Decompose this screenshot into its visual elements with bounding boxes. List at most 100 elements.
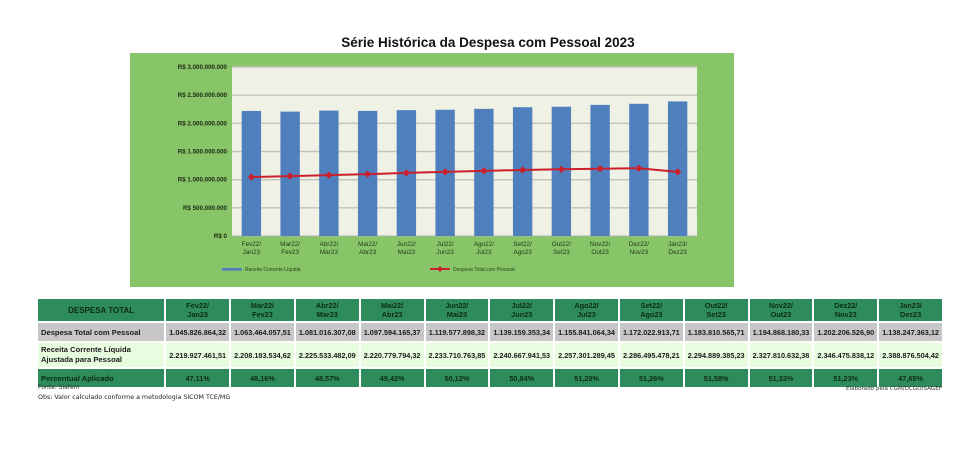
marker-despesa (402, 169, 410, 177)
column-header-line2: Dez23 (900, 310, 922, 319)
marker-despesa (325, 171, 333, 179)
row-percentual-aplicado: Percentual Aplicado 47,11% 48,16% 48,57% 49,… (38, 369, 942, 387)
column-header-line2: Out23 (770, 310, 792, 319)
observation-note: Obs: Valor calculado conforme a metodolo… (38, 394, 231, 401)
table-column-header: Mai22/Abr23 (360, 299, 424, 321)
column-header-line1: Out22/ (704, 301, 728, 310)
column-header-line2: Nov23 (834, 310, 857, 319)
column-header-line2: Jan23 (187, 310, 208, 319)
table-column-header: Out22/Set23 (684, 299, 748, 321)
y-tick-label: R$ 0 (214, 233, 228, 240)
column-header-line1: Set22/ (640, 301, 663, 310)
table-cell: 2.257.301.289,45 (555, 343, 618, 367)
legend-label-despesa: Despesa Total com Pessoal (453, 267, 515, 273)
x-tick-label-line1: Mar22/ (280, 241, 300, 248)
y-tick-label: R$ 1.000.000.000 (178, 177, 228, 184)
table-cell: 1.139.159.353,34 (490, 323, 554, 341)
marker-despesa (286, 172, 294, 180)
table-cell: 1.194.868.180,33 (749, 323, 813, 341)
y-tick-label: R$ 3.000.000.000 (178, 64, 228, 71)
table-column-header: Jul22/Jun23 (490, 299, 554, 321)
row-receita-corrente: Receita Corrente Líquida Ajustada para P… (38, 343, 942, 367)
x-tick-label-line2: Dez23 (668, 249, 687, 256)
x-tick-label-line1: Jun22/ (397, 241, 416, 248)
table-cell: 2.286.495.478,21 (619, 343, 683, 367)
x-tick-label-line1: Nov22/ (590, 241, 610, 248)
legend-swatch-receita (222, 268, 242, 271)
legend-label-receita: Receita Corrente Líquida (245, 267, 301, 273)
table-cell: 50,84% (490, 369, 554, 387)
table-cell: 2.219.927.461,51 (166, 343, 230, 367)
chart-title-text: Série Histórica da Despesa com Pessoal 2… (341, 35, 635, 50)
chart-title: Série Histórica da Despesa com Pessoal 2… (0, 35, 980, 50)
table-cell: 1.138.247.363,12 (879, 323, 942, 341)
table-cell: 47,65% (879, 369, 942, 387)
table-header-label: DESPESA TOTAL (38, 299, 165, 321)
table-cell: 1.155.841.064,34 (555, 323, 618, 341)
column-header-line1: Abr22/ (315, 301, 339, 310)
table-cell: 49,42% (360, 369, 424, 387)
marker-despesa (674, 168, 682, 176)
marker-despesa (519, 166, 527, 174)
column-header-line2: Abr23 (381, 310, 403, 319)
x-tick-label-line1: Fev22/ (242, 241, 262, 248)
y-tick-label: R$ 2.500.000.000 (178, 92, 228, 99)
table-cell: 1.097.594.165,37 (360, 323, 424, 341)
x-tick-label-line1: Mai22/ (358, 241, 377, 248)
marker-despesa (441, 168, 449, 176)
table-cell: 48,16% (231, 369, 294, 387)
x-tick-label-line2: Mar23 (320, 249, 339, 256)
y-tick-label: R$ 2.000.000.000 (178, 120, 228, 127)
table-column-header: Fev22/Jan23 (166, 299, 230, 321)
column-header-line2: Mar23 (316, 310, 338, 319)
marker-despesa (247, 173, 255, 181)
x-tick-label-line1: Jan23/ (668, 241, 687, 248)
marker-despesa (557, 165, 565, 173)
table-cell: 1.172.022.913,71 (619, 323, 683, 341)
table-column-header: Jun22/Mai23 (425, 299, 489, 321)
table-column-header: Abr22/Mar23 (295, 299, 359, 321)
marker-despesa (480, 167, 488, 175)
table-cell: 48,57% (295, 369, 359, 387)
table-cell: 51,26% (619, 369, 683, 387)
column-header-line2: Set23 (706, 310, 726, 319)
x-tick-label-line1: Ago22/ (474, 241, 494, 248)
table-header-row: DESPESA TOTAL Fev22/Jan23 Mar22/Fev23 Abr2… (38, 299, 942, 321)
table-cell: 2.294.889.385,23 (684, 343, 748, 367)
table-cell: 1.063.464.057,51 (231, 323, 294, 341)
table-cell: 51,23% (814, 369, 878, 387)
row-label: Despesa Total com Pessoal (38, 323, 165, 341)
line-despesa (251, 167, 678, 179)
table-cell: 2.346.475.838,12 (814, 343, 878, 367)
column-header-line2: Fev23 (252, 310, 273, 319)
table-column-header: Jan23/Dez23 (879, 299, 942, 321)
table-column-header: Nov22/Out23 (749, 299, 813, 321)
x-tick-label-line1: Out22/ (552, 241, 571, 248)
table-cell: 2.388.876.504,42 (879, 343, 942, 367)
column-header-line1: Mar22/ (250, 301, 275, 310)
column-header-line2: Mai23 (446, 310, 468, 319)
x-tick-label-line1: Abr22/ (319, 241, 338, 248)
table-cell: 47,11% (166, 369, 230, 387)
x-tick-label-line2: Abr23 (359, 249, 376, 256)
table-cell: 51,20% (555, 369, 618, 387)
column-header-line2: Jun23 (511, 310, 533, 319)
table-cell: 2.233.710.763,85 (425, 343, 489, 367)
table-column-header: Set22/Ago23 (619, 299, 683, 321)
x-tick-label-line1: Dez22/ (629, 241, 649, 248)
marker-despesa (364, 170, 372, 178)
table-column-header: Mar22/Fev23 (231, 299, 294, 321)
row-label: Percentual Aplicado (38, 369, 165, 387)
column-header-line1: Jun22/ (445, 301, 469, 310)
bar-line-chart: R$ 0 R$ 500.000.000 R$ 1.000.000.000 R$ 1.5… (178, 64, 697, 273)
despesa-table: DESPESA TOTAL Fev22/Jan23 Mar22/Fev23 Abr2… (36, 297, 944, 389)
bar-receita (241, 110, 262, 236)
credits-note: Elaborado pela CGM/DCGO/SAGEF (846, 386, 942, 392)
x-tick-label-line2: Jun23 (436, 249, 454, 256)
table-cell: 1.202.206.526,90 (814, 323, 878, 341)
source-note: Fonte: Siafem (38, 384, 80, 391)
column-header-line1: Jan23/ (899, 301, 922, 310)
table-column-header: Dez22/Nov23 (814, 299, 878, 321)
marker-despesa (635, 164, 643, 172)
legend-marker-despesa (437, 266, 443, 272)
